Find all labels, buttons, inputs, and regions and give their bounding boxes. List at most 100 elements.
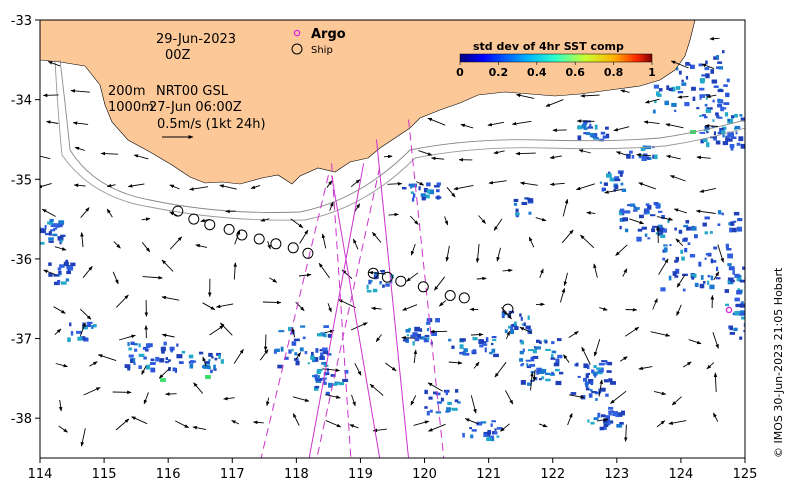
sst-pixel <box>515 208 519 213</box>
sst-pixel <box>55 223 60 228</box>
sst-pixel <box>701 114 706 117</box>
sst-pixel <box>189 364 194 369</box>
sst-pixel <box>590 381 594 385</box>
current-arrow <box>192 425 207 431</box>
sst-pixel <box>746 338 751 341</box>
sst-pixel <box>304 351 308 355</box>
sst-pixel <box>733 211 740 216</box>
sst-pixel <box>160 346 166 352</box>
current-arrow <box>169 184 180 190</box>
sst-pixel <box>323 372 327 376</box>
sst-pixel <box>295 360 300 366</box>
current-arrow <box>113 241 121 249</box>
sst-pixel <box>544 372 550 375</box>
x-tick-label: 124 <box>668 467 693 482</box>
current-arrow <box>80 232 84 248</box>
sst-pixel <box>411 183 417 188</box>
sst-pixel <box>424 406 428 409</box>
sst-pixel <box>541 376 545 380</box>
current-arrow <box>410 243 416 256</box>
sst-pixel <box>577 135 582 141</box>
sst-pixel <box>138 365 142 369</box>
sst-pixel <box>436 401 442 404</box>
current-arrow <box>629 218 645 225</box>
sst-pixel <box>462 432 465 438</box>
current-arrow <box>488 180 507 185</box>
current-arrow <box>669 175 686 182</box>
sst-pixel <box>328 382 333 388</box>
current-arrow <box>675 238 684 247</box>
sst-pixel <box>326 368 329 372</box>
current-arrow <box>46 120 59 124</box>
sst-pixel <box>496 427 503 430</box>
sst-pixel <box>588 379 594 384</box>
sst-pixel <box>48 237 54 241</box>
sst-pixel <box>311 351 314 357</box>
sst-pixel <box>711 79 718 84</box>
sst-pixel <box>736 142 741 146</box>
sst-pixel <box>587 364 590 370</box>
current-arrow <box>142 275 163 280</box>
sst-pixel <box>313 357 319 362</box>
sst-pixel <box>647 237 651 240</box>
sst-pixel <box>681 256 685 261</box>
sst-pixel <box>638 153 642 159</box>
ship-marker <box>270 238 282 250</box>
sst-pixel <box>683 237 688 241</box>
sst-pixel <box>606 173 612 178</box>
sst-pixel <box>149 344 152 347</box>
sst-pixel <box>602 135 607 139</box>
current-arrow <box>418 150 433 156</box>
sst-pixel <box>128 354 134 358</box>
sst-pixel <box>288 326 294 331</box>
sst-pixel <box>717 210 722 215</box>
current-arrow <box>372 231 382 243</box>
sst-pixel <box>731 227 737 233</box>
sst-pixel <box>315 348 319 353</box>
sst-pixel <box>713 246 718 250</box>
sst-pixel <box>198 351 204 355</box>
current-arrow <box>676 274 686 288</box>
sst-pixel <box>325 391 330 396</box>
sst-pixel <box>373 274 378 280</box>
current-arrow <box>388 212 399 217</box>
sst-pixel <box>487 433 490 437</box>
sst-pixel <box>322 350 328 355</box>
current-arrow <box>410 395 417 406</box>
current-arrow <box>656 216 674 221</box>
sst-pixel <box>606 370 612 373</box>
sst-pixel <box>600 131 606 135</box>
current-arrow <box>599 307 608 311</box>
sst-pixel <box>160 378 166 382</box>
current-arrow <box>106 208 113 218</box>
sst-pixel <box>470 434 474 439</box>
sst-pixel <box>191 360 197 363</box>
swath-line <box>308 163 365 458</box>
sst-pixel <box>520 363 524 367</box>
sst-pixel <box>750 289 752 292</box>
current-arrow <box>444 216 449 226</box>
current-arrow <box>118 334 136 341</box>
sst-pixel <box>710 258 713 264</box>
sst-pixel <box>130 358 133 363</box>
sst-pixel <box>707 280 710 285</box>
current-arrow <box>290 218 304 228</box>
current-arrow <box>327 303 332 313</box>
current-arrow <box>321 233 327 249</box>
sst-pixel <box>593 417 599 421</box>
sst-pixel <box>492 339 497 342</box>
sst-pixel <box>320 355 324 360</box>
current-arrow <box>624 326 640 337</box>
sst-pixel <box>656 205 661 209</box>
sst-pixel <box>485 337 489 343</box>
current-arrow <box>215 303 234 309</box>
current-arrow <box>704 124 719 128</box>
sst-pixel <box>49 218 54 223</box>
sst-pixel <box>739 303 745 308</box>
sst-pixel <box>426 337 430 340</box>
sst-pixel <box>733 220 737 223</box>
current-arrow <box>496 247 501 262</box>
sst-pixel <box>669 244 672 247</box>
sst-pixel <box>754 330 760 335</box>
sst-pixel <box>681 82 687 86</box>
